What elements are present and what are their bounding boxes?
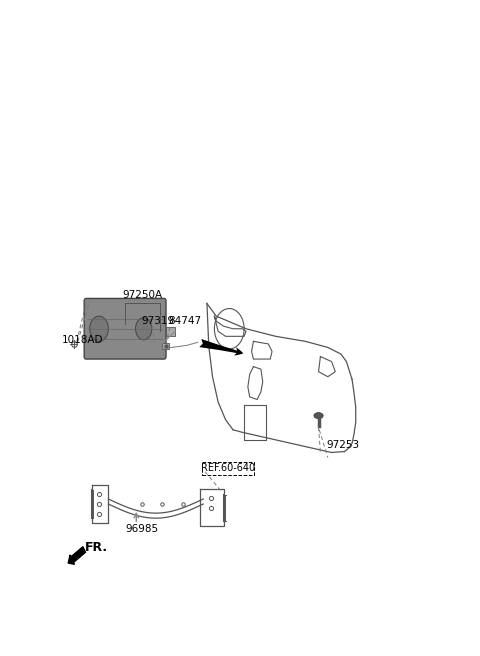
Text: 1018AD: 1018AD [62,335,103,345]
Text: 96985: 96985 [125,524,158,534]
Ellipse shape [314,413,323,419]
Circle shape [135,318,152,340]
Text: 97253: 97253 [326,440,359,450]
Text: FR.: FR. [85,541,108,554]
Bar [162,343,169,349]
Text: 84747: 84747 [168,316,201,326]
Text: 97319: 97319 [142,316,175,326]
FancyArrow shape [68,546,85,564]
FancyBboxPatch shape [84,298,166,359]
Text: REF.60-640: REF.60-640 [201,463,255,473]
Text: 97250A: 97250A [122,290,163,300]
Circle shape [90,316,108,341]
FancyBboxPatch shape [203,462,254,475]
Bar [166,327,175,337]
